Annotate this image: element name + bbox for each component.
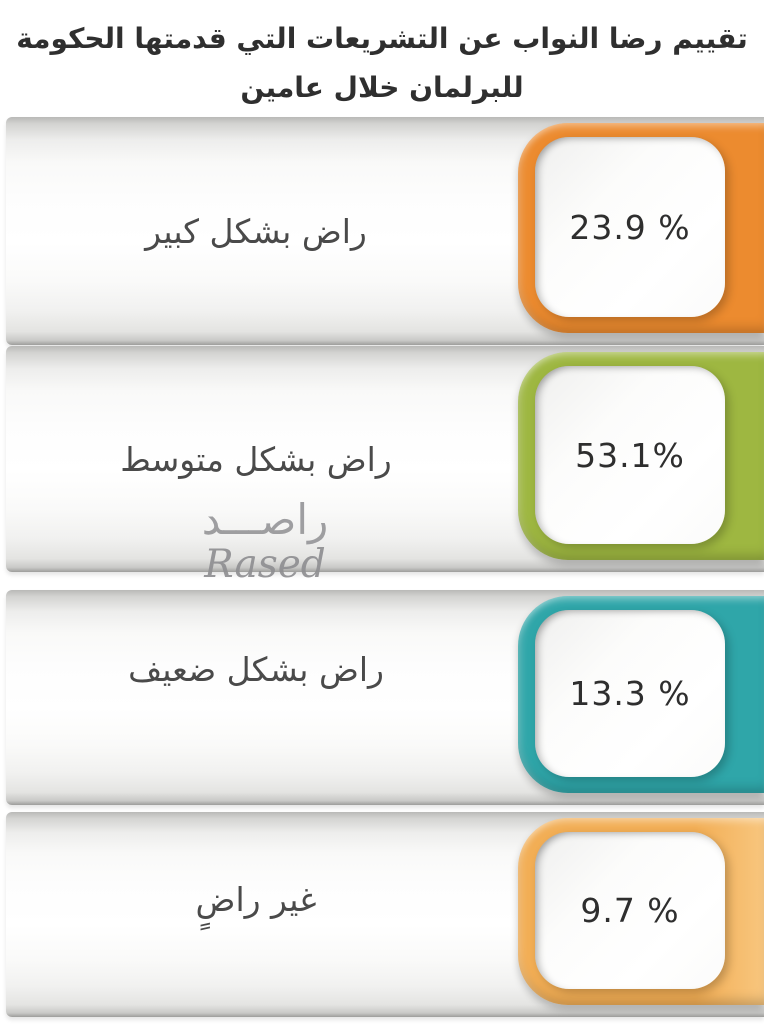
- value-badge-inner: 9.7 %: [535, 832, 725, 989]
- percentage-value: 23.9 %: [569, 207, 691, 247]
- value-badge-inner: 23.9 %: [535, 137, 725, 317]
- percentage-value: 9.7 %: [580, 891, 680, 930]
- value-badge-inner: 13.3 %: [535, 610, 725, 777]
- category-label: راض بشكل متوسط: [120, 439, 392, 479]
- chart-row-satisfied-medium: راض بشكل متوسط 53.1%: [0, 346, 764, 572]
- chart-title-line2: للبرلمان خلال عامين: [240, 71, 524, 104]
- category-label: غير راضٍ: [195, 880, 317, 919]
- chart-row-satisfied-weak: راض بشكل ضعيف 13.3 %: [0, 590, 764, 805]
- chart-title-line1: تقييم رضا النواب عن التشريعات التي قدمته…: [16, 22, 748, 55]
- category-label: راض بشكل كبير: [145, 211, 367, 251]
- chart-title: تقييم رضا النواب عن التشريعات التي قدمته…: [0, 14, 764, 112]
- chart-row-not-satisfied: غير راضٍ 9.7 %: [0, 812, 764, 1017]
- value-badge-inner: 53.1%: [535, 366, 725, 544]
- value-badge: 53.1%: [518, 352, 764, 560]
- value-badge: 13.3 %: [518, 596, 764, 793]
- category-label: راض بشكل ضعيف: [128, 650, 384, 689]
- percentage-value: 13.3 %: [569, 674, 691, 713]
- value-badge: 23.9 %: [518, 123, 764, 333]
- value-badge: 9.7 %: [518, 818, 764, 1005]
- percentage-value: 53.1%: [575, 435, 685, 475]
- chart-row-satisfied-large: راض بشكل كبير 23.9 %: [0, 117, 764, 345]
